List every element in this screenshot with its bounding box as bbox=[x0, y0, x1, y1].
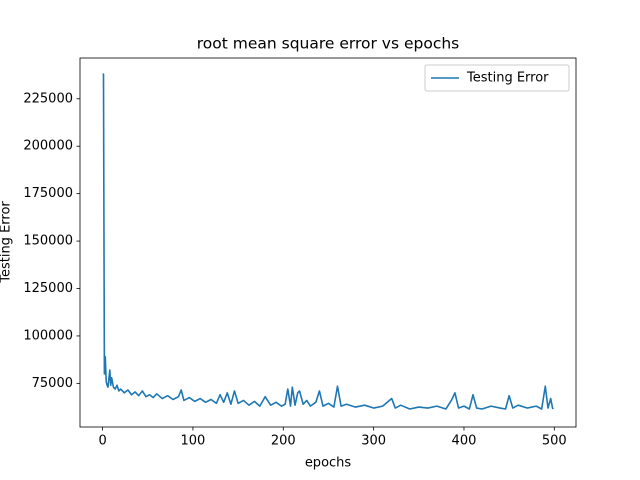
y-axis-label: Testing Error bbox=[0, 201, 14, 284]
y-tick-label: 150000 bbox=[23, 234, 73, 249]
legend-label: Testing Error bbox=[466, 71, 549, 86]
x-tick-label: 300 bbox=[361, 434, 386, 449]
plot-frame bbox=[79, 57, 577, 428]
line-series bbox=[102, 73, 554, 410]
chart-title: root mean square error vs epochs bbox=[197, 35, 460, 53]
x-tick-label: 200 bbox=[271, 434, 296, 449]
x-tick-label: 500 bbox=[542, 434, 567, 449]
x-tick-label: 400 bbox=[452, 434, 477, 449]
x-tick-label: 100 bbox=[181, 434, 206, 449]
y-tick-label: 225000 bbox=[23, 91, 73, 106]
y-tick-label: 200000 bbox=[23, 139, 73, 154]
x-axis-label: epochs bbox=[305, 456, 352, 471]
x-tick-label: 0 bbox=[98, 434, 106, 449]
y-tick-label: 75000 bbox=[32, 376, 73, 391]
legend-box bbox=[424, 64, 570, 92]
y-tick-label: 100000 bbox=[23, 328, 73, 343]
y-tick-label: 125000 bbox=[23, 281, 73, 296]
y-tick-label: 175000 bbox=[23, 186, 73, 201]
